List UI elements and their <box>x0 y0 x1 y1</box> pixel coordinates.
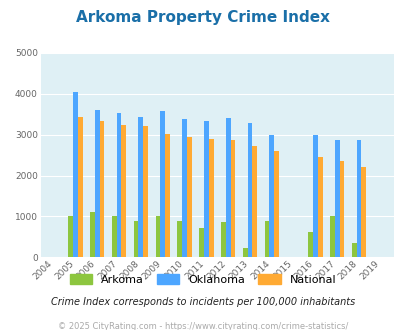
Bar <box>90 213 95 257</box>
Bar <box>138 116 143 257</box>
Bar <box>356 140 360 257</box>
Bar <box>78 116 83 257</box>
Bar <box>269 135 273 257</box>
Bar <box>203 121 208 257</box>
Legend: Arkoma, Oklahoma, National: Arkoma, Oklahoma, National <box>65 270 340 289</box>
Bar <box>242 248 247 257</box>
Bar <box>230 140 235 257</box>
Text: Arkoma Property Crime Index: Arkoma Property Crime Index <box>76 10 329 25</box>
Bar <box>198 228 203 257</box>
Bar <box>334 140 339 257</box>
Bar <box>264 221 269 257</box>
Bar <box>339 161 343 257</box>
Bar <box>182 119 186 257</box>
Bar <box>220 222 225 257</box>
Bar <box>186 137 191 257</box>
Bar <box>155 216 160 257</box>
Bar <box>307 232 312 257</box>
Bar <box>225 118 230 257</box>
Bar <box>273 151 278 257</box>
Bar <box>177 221 182 257</box>
Text: © 2025 CityRating.com - https://www.cityrating.com/crime-statistics/: © 2025 CityRating.com - https://www.city… <box>58 322 347 330</box>
Bar <box>252 146 256 257</box>
Bar <box>360 167 365 257</box>
Bar <box>95 110 100 257</box>
Bar <box>68 216 73 257</box>
Bar <box>329 216 334 257</box>
Bar <box>208 139 213 257</box>
Bar <box>143 126 148 257</box>
Bar <box>112 216 116 257</box>
Bar <box>247 123 252 257</box>
Bar <box>312 135 317 257</box>
Bar <box>121 125 126 257</box>
Bar <box>100 121 104 257</box>
Bar <box>73 92 78 257</box>
Bar <box>160 111 165 257</box>
Bar <box>133 221 138 257</box>
Bar <box>317 157 322 257</box>
Text: Crime Index corresponds to incidents per 100,000 inhabitants: Crime Index corresponds to incidents per… <box>51 297 354 307</box>
Bar <box>351 243 356 257</box>
Bar <box>165 134 169 257</box>
Bar <box>116 113 121 257</box>
